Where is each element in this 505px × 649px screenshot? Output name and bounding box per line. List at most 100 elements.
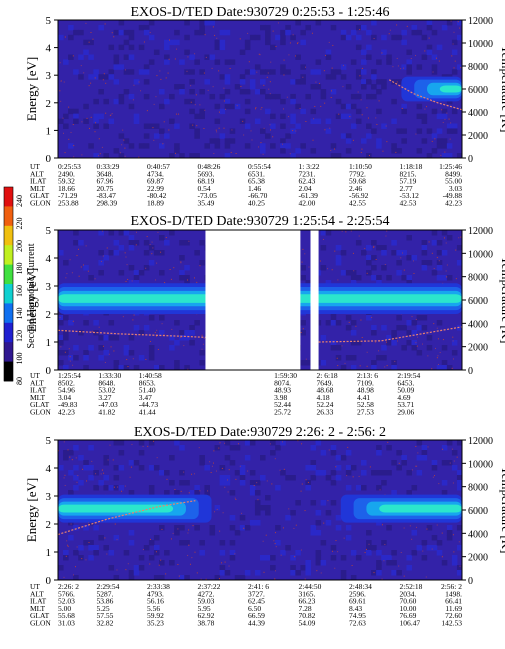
ephemeris-cell: 68.19: [198, 177, 215, 186]
y-tick-label: 5: [46, 225, 52, 237]
colorbar-swatch: [4, 284, 13, 304]
y2-tick-label: 10000: [468, 39, 493, 50]
ephemeris-cell: 0:55:54: [248, 162, 271, 171]
colorbar-tick-label: 200: [15, 240, 24, 252]
ephemeris-cell: 2.46: [349, 184, 362, 193]
ephemeris-cell: 7649.: [317, 378, 334, 387]
ephemeris-cell: 11.69: [445, 604, 462, 613]
y-tick-label: 3: [46, 491, 52, 503]
ephemeris-cell: 67.96: [97, 177, 114, 186]
ephemeris-cell: 53.86: [97, 597, 114, 606]
ephemeris-cell: 2:44:50: [299, 582, 322, 591]
ephemeris-cell: 2:52:18: [400, 582, 423, 591]
ephemeris-cell: 5287.: [97, 589, 114, 598]
colorbar-tick-label: 220: [15, 218, 24, 230]
ephemeris-row-label: ILAT: [30, 597, 47, 606]
colorbar-swatch: [4, 264, 13, 285]
ephemeris-cell: 0:25:53: [58, 162, 81, 171]
ephemeris-cell: 56.16: [147, 597, 164, 606]
ephemeris-cell: 48.68: [317, 386, 334, 395]
ephemeris-cell: 5.25: [97, 604, 110, 613]
y2-tick-label: 10000: [468, 459, 493, 470]
ephemeris-cell: 59.92: [147, 611, 164, 620]
ephemeris-row-label: MLT: [30, 604, 46, 613]
y2-tick-label: 8000: [468, 273, 488, 284]
y-tick-label: 4: [46, 463, 52, 475]
ephemeris-cell: 2490.: [58, 169, 75, 178]
ephemeris-cell: -47.03: [98, 400, 118, 409]
y-axis-label: Energy [eV]: [24, 268, 39, 332]
ephemeris-cell: 2.77: [400, 184, 413, 193]
y2-tick-label: 10000: [468, 249, 493, 260]
ephemeris-cell: 6.50: [248, 604, 261, 613]
ephemeris-cell: 3.04: [58, 393, 71, 402]
ephemeris-cell: 42.23: [445, 199, 462, 208]
ephemeris-cell: 27.53: [357, 408, 374, 417]
ephemeris-cell: 5.95: [198, 604, 211, 613]
y2-tick-label: 2000: [468, 553, 488, 564]
ephemeris-cell: 52.58: [357, 400, 374, 409]
colorbar-tick-label: 240: [15, 195, 24, 207]
ephemeris-cell: 4734.: [147, 169, 164, 178]
ephemeris-cell: 2596.: [349, 589, 366, 598]
y-axis-label: Energy [eV]: [24, 478, 39, 542]
ephemeris-cell: 2:19:54: [397, 371, 420, 380]
ephemeris-cell: 1:25:46: [439, 162, 462, 171]
colorbar-swatch: [4, 303, 13, 324]
colorbar-swatch: [4, 245, 13, 265]
colorbar-tick-label: 80: [15, 377, 24, 385]
colorbar-label: Second Harmonic Current: [26, 243, 37, 348]
ephemeris-cell: 53.02: [98, 386, 115, 395]
ephemeris-cell: 76.69: [400, 611, 417, 620]
ephemeris-cell: 2:48:34: [349, 582, 372, 591]
ephemeris-row-label: UT: [30, 162, 40, 171]
ephemeris-cell: 48.98: [357, 386, 374, 395]
ephemeris-cell: 3648.: [97, 169, 114, 178]
ephemeris-cell: 4.69: [397, 393, 410, 402]
colorbar-tick-label: 120: [15, 330, 24, 342]
ephemeris-cell: 72.60: [445, 611, 462, 620]
y-tick-label: 5: [46, 15, 52, 27]
ephemeris-cell: 54.09: [299, 619, 316, 628]
y2-tick-label: 0: [468, 576, 473, 587]
ephemeris-cell: 69.87: [147, 177, 164, 186]
ephemeris-cell: 4.41: [357, 393, 370, 402]
ephemeris-cell: 0:48:26: [198, 162, 221, 171]
ephemeris-cell: 1:25:54: [58, 371, 81, 380]
ephemeris-cell: 54.96: [58, 386, 75, 395]
ephemeris-cell: 4272.: [198, 589, 215, 598]
ephemeris-cell: 51.40: [139, 386, 156, 395]
ephemeris-cell: 1:59:30: [274, 371, 297, 380]
y-tick-label: 1: [46, 547, 52, 559]
ephemeris-cell: 38.78: [198, 619, 215, 628]
ephemeris-row-label: ILAT: [30, 386, 47, 395]
ephemeris-row-label: MLT: [30, 184, 46, 193]
y2-tick-label: 12000: [468, 16, 493, 27]
ephemeris-cell: 8499.: [445, 169, 462, 178]
panel-title: EXOS-D/TED Date:930729 2:26: 2 - 2:56: 2: [134, 425, 386, 440]
y-axis-label: Energy [eV]: [24, 57, 39, 121]
ephemeris-cell: 1:40:58: [139, 371, 162, 380]
ephemeris-cell: -66.70: [248, 191, 268, 200]
ephemeris-cell: 50.09: [397, 386, 414, 395]
ephemeris-cell: 8648.: [98, 378, 115, 387]
ephemeris-cell: 59.32: [58, 177, 75, 186]
y-tick-label: 2: [46, 519, 52, 531]
ephemeris-cell: 59.03: [198, 597, 215, 606]
y-tick-label: 0: [46, 365, 52, 377]
y2-tick-label: 6000: [468, 506, 488, 517]
ephemeris-cell: 42.55: [349, 199, 366, 208]
ephemeris-cell: 31.03: [58, 619, 75, 628]
ephemeris-cell: 62.92: [198, 611, 215, 620]
y2-tick-label: 2000: [468, 131, 488, 142]
ephemeris-cell: 22.99: [147, 184, 164, 193]
plot-area: [58, 230, 462, 370]
ephemeris-row-label: GLON: [30, 408, 51, 417]
ephemeris-cell: -49.88: [443, 191, 463, 200]
ephemeris-cell: 0:40:57: [147, 162, 170, 171]
colorbar-swatch: [4, 342, 13, 362]
temperature-trace: [58, 500, 196, 536]
ephemeris-cell: 52.44: [274, 400, 291, 409]
ephemeris-cell: 62.43: [299, 177, 316, 186]
y-tick-label: 5: [46, 435, 52, 447]
